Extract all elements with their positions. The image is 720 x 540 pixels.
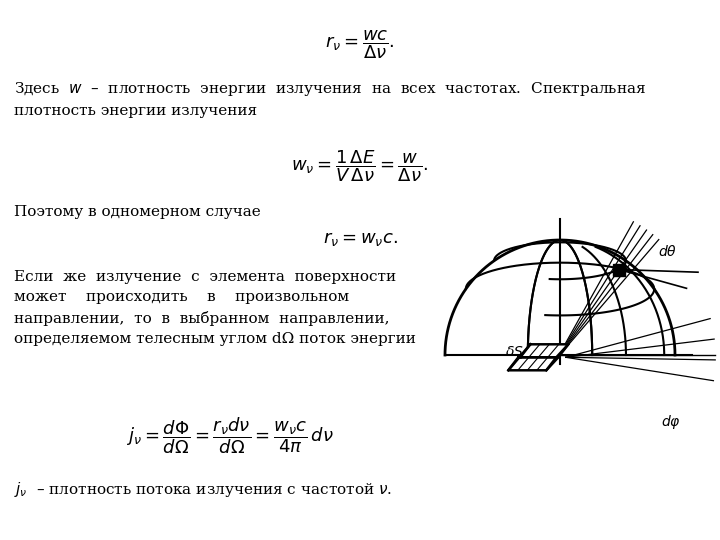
Text: $d\theta$: $d\theta$ <box>658 244 677 259</box>
Text: Поэтому в одномерном случае: Поэтому в одномерном случае <box>14 205 261 219</box>
Text: Здесь  $w$  –  плотность  энергии  излучения  на  всех  частотах.  Спектральная
: Здесь $w$ – плотность энергии излучения … <box>14 80 647 118</box>
Text: $r_\nu = \dfrac{wc}{\Delta\nu}.$: $r_\nu = \dfrac{wc}{\Delta\nu}.$ <box>325 28 395 60</box>
Polygon shape <box>521 345 568 357</box>
Text: $r_\nu = w_\nu c.$: $r_\nu = w_\nu c.$ <box>323 230 397 248</box>
Polygon shape <box>508 357 557 370</box>
Text: $\delta S$: $\delta S$ <box>505 345 524 359</box>
Text: $j_\nu = \dfrac{d\Phi}{d\Omega} = \dfrac{r_\nu d\nu}{d\Omega} = \dfrac{w_\nu c}{: $j_\nu = \dfrac{d\Phi}{d\Omega} = \dfrac… <box>126 415 334 456</box>
Text: $w_\nu = \dfrac{1}{V}\dfrac{\Delta E}{\Delta\nu} = \dfrac{w}{\Delta\nu}.$: $w_\nu = \dfrac{1}{V}\dfrac{\Delta E}{\D… <box>292 148 428 184</box>
Text: Если  же  излучение  с  элемента  поверхности
может    происходить    в    произ: Если же излучение с элемента поверхности… <box>14 270 416 346</box>
Text: $j_\nu$  – плотность потока излучения с частотой $\nu$.: $j_\nu$ – плотность потока излучения с ч… <box>14 480 392 499</box>
Text: $d\varphi$: $d\varphi$ <box>661 413 681 431</box>
